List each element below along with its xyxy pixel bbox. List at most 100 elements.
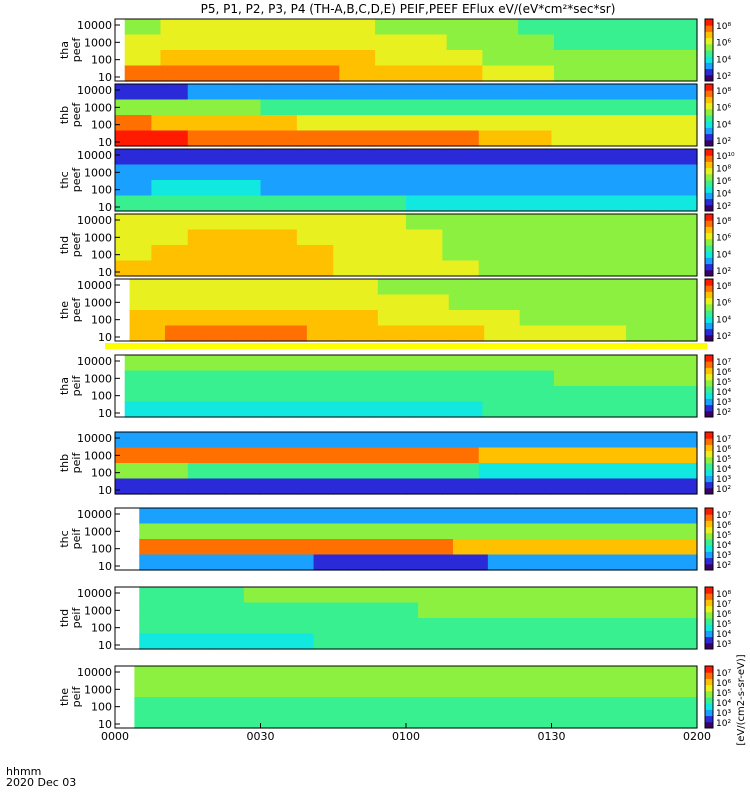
heatmap-cell	[518, 19, 555, 36]
heatmap-cell	[660, 195, 698, 212]
heatmap-cell	[224, 130, 262, 147]
heatmap-cell	[662, 508, 698, 525]
y-tick-label: 100	[91, 467, 112, 480]
heatmap-cell	[410, 355, 448, 372]
heatmap-cell	[486, 712, 522, 729]
heatmap-cell	[415, 712, 452, 729]
heatmap-cell	[232, 370, 269, 387]
heatmap-cell	[551, 432, 589, 449]
heatmap-cell	[239, 712, 276, 729]
heatmap-cell	[625, 65, 662, 82]
y-tick-label: 10000	[77, 214, 112, 227]
heatmap-cell	[260, 164, 298, 181]
heatmap-cell	[551, 195, 589, 212]
colorbar-swatch	[705, 599, 713, 607]
heatmap-cell	[450, 712, 487, 729]
heatmap-cell	[296, 478, 334, 495]
colorbar-swatch	[705, 108, 713, 116]
heatmap-cell	[306, 294, 343, 311]
heatmap-cell	[339, 401, 376, 418]
heatmap-cell	[151, 99, 189, 116]
heatmap-cell	[303, 386, 340, 403]
colorbar-tick-label: 10⁶	[716, 177, 731, 187]
y-tick-label: 1000	[84, 101, 112, 114]
y-tick-label: 100	[91, 314, 112, 327]
heatmap-cell	[333, 214, 371, 231]
heatmap-cell	[151, 245, 189, 262]
heatmap-cell	[410, 19, 448, 36]
heatmap-cell	[406, 478, 443, 495]
heatmap-cell	[448, 279, 485, 296]
heatmap-cell	[134, 666, 171, 683]
heatmap-cell	[187, 229, 225, 246]
colorbar-tick-label: 10¹⁰	[716, 152, 735, 162]
heatmap-cell	[196, 34, 233, 51]
heatmap-cell	[260, 478, 298, 495]
colorbar-swatch	[705, 557, 713, 565]
heatmap-cell	[369, 84, 407, 101]
y-tick-label: 1000	[84, 525, 112, 538]
colorbar-frame	[704, 18, 714, 82]
heatmap-cell	[348, 539, 384, 556]
colorbar-frame	[704, 665, 714, 729]
heatmap-cell	[375, 386, 412, 403]
heatmap-cell	[515, 130, 553, 147]
colorbar-swatch	[705, 310, 713, 317]
colorbar-swatch	[705, 285, 713, 292]
heatmap-cell	[208, 602, 245, 619]
heatmap-cell	[587, 84, 625, 101]
heatmap-cell	[375, 19, 412, 36]
heatmap-cell	[442, 180, 480, 197]
heatmap-cell	[522, 508, 559, 525]
heatmap-cell	[271, 310, 308, 327]
heatmap-cell	[208, 587, 245, 604]
heatmap-cell	[624, 195, 662, 212]
colorbar-frame	[704, 507, 714, 571]
heatmap-cell	[232, 34, 269, 51]
heatmap-cell	[418, 523, 454, 540]
heatmap-cell	[452, 508, 489, 525]
heatmap-cell	[555, 325, 592, 342]
heatmap-cell	[369, 195, 407, 212]
heatmap-cell	[380, 681, 417, 698]
colorbar-swatch	[705, 684, 713, 692]
heatmap-cell	[452, 602, 489, 619]
panel-thc-peef: 10 100 1000 10000 thc peef 10² 10⁴ 10⁶ 10⁸ 10¹⁰	[58, 148, 735, 214]
colorbar-tick-label: 10³	[716, 640, 731, 650]
heatmap-cell	[442, 130, 480, 147]
heatmap-cell	[487, 508, 524, 525]
heatmap-cell	[521, 666, 557, 683]
heatmap-cell	[160, 386, 197, 403]
heatmap-cell	[522, 633, 559, 650]
colorbar-swatch	[705, 155, 713, 162]
panel-label-line: the	[58, 688, 71, 706]
heatmap-cell	[592, 554, 628, 571]
heatmap-cell	[296, 149, 334, 166]
heatmap-cell	[174, 587, 210, 604]
heatmap-cell	[342, 325, 379, 342]
heatmap-cell	[342, 294, 379, 311]
heatmap-cell	[196, 65, 233, 82]
heatmap-cell	[151, 115, 189, 132]
heatmap-cell	[196, 355, 233, 372]
heatmap-cell	[345, 681, 382, 698]
heatmap-cell	[232, 50, 269, 67]
heatmap-cell	[239, 697, 276, 714]
heatmap-cell	[296, 432, 334, 449]
colorbar-tick-label: 10²	[716, 137, 731, 147]
heatmap-cell	[383, 554, 419, 571]
heatmap-cell	[587, 115, 625, 132]
heatmap-cell	[521, 697, 557, 714]
colorbar-swatch	[705, 50, 713, 57]
heatmap-cell	[310, 681, 346, 698]
heatmap-cell	[224, 164, 262, 181]
heatmap-cell	[551, 229, 589, 246]
heatmap-cell	[442, 447, 480, 464]
heatmap-cell	[303, 19, 340, 36]
heatmap-cell	[522, 602, 559, 619]
colorbar-tick-label: 10⁸	[716, 217, 731, 227]
heatmap-cell	[151, 478, 189, 495]
heatmap-cell	[260, 214, 298, 231]
heatmap-cell	[278, 554, 315, 571]
colorbar-swatch	[705, 25, 713, 32]
